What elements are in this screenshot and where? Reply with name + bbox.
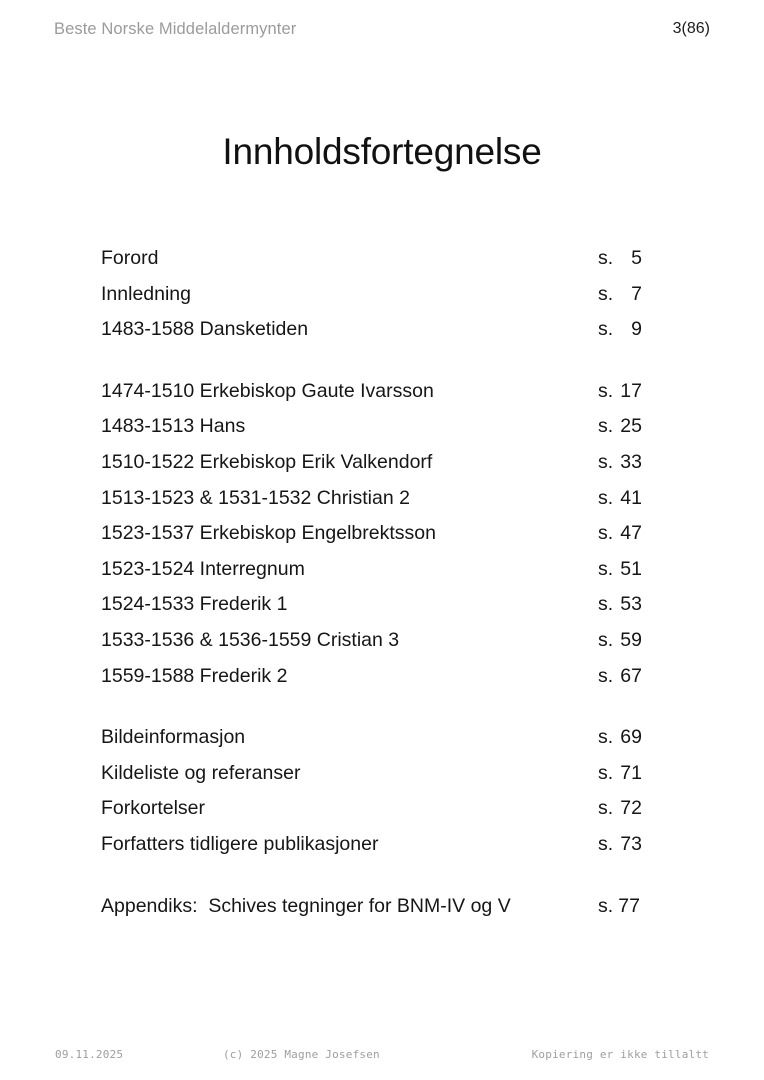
toc-entry-label: 1523-1524 Interregnum [101,557,305,580]
toc-entry-pageref: s. 53 [598,593,642,616]
toc-entry-page-prefix: s. [598,628,614,651]
page-header: Beste Norske Middelaldermynter 3(86) [54,16,710,42]
toc-entry[interactable]: 1559-1588 Frederik 2 s. 67 [101,665,642,701]
toc-entry-page-number: 51 [620,557,642,580]
toc-entry-pageref: s. 5 [598,247,642,270]
toc-entry[interactable]: Appendiks: Schives tegninger for BNM-IV … [101,895,642,931]
toc-entry-label: 1523-1537 Erkebiskop Engelbrektsson [101,522,436,545]
toc-entry-pageref: s. 69 [598,726,642,749]
toc-group-front-matter: Forord s. 5 Innledning s. 7 1483-1588 Dansketi… [101,247,642,354]
toc-entry[interactable]: 1474-1510 Erkebiskop Gaute Ivarsson s. 17 [101,380,642,416]
toc-entry-page-number: 5 [631,247,642,269]
toc-entry-page-number: 67 [620,664,642,687]
toc-entry-pageref: s. 41 [598,487,642,510]
toc-entry[interactable]: 1524-1533 Frederik 1 s. 53 [101,593,642,629]
toc-entry-pageref: s. 59 [598,629,642,652]
toc-entry-page-number: 73 [620,832,642,855]
toc-entry-pageref: s. 7 [598,283,642,306]
toc-entry-page-prefix: s. [598,318,614,341]
toc-entry-page-number: 17 [620,379,642,402]
toc-entry[interactable]: Forord s. 5 [101,247,642,283]
toc-entry-pageref: s. 17 [598,380,642,403]
toc-entry-page-prefix: s. [598,593,614,616]
toc-entry[interactable]: 1523-1524 Interregnum s. 51 [101,558,642,594]
table-of-contents: Forord s. 5 Innledning s. 7 1483-1588 Dansketi… [101,247,642,930]
toc-entry[interactable]: Innledning s. 7 [101,283,642,319]
toc-entry-label: 1533-1536 & 1536-1559 Cristian 3 [101,628,400,651]
toc-entry[interactable]: Kildeliste og referanser s. 71 [101,762,642,798]
toc-entry-page-prefix: s. [598,797,614,820]
toc-entry-page-prefix: s. [598,761,614,784]
toc-entry-page-number: 69 [620,726,642,749]
header-page-indicator: 3(86) [672,20,710,37]
page-title: Innholdsfortegnelse [222,131,542,172]
toc-entry-page-number: 9 [631,318,642,341]
toc-entry-page-number: 59 [620,628,642,651]
toc-entry-label: 1559-1588 Frederik 2 [101,664,288,687]
toc-entry-page-number: 33 [620,450,642,473]
toc-entry-label: 1483-1513 Hans [101,415,246,438]
toc-entry-label: 1513-1523 & 1531-1532 Christian 2 [101,486,410,509]
toc-entry[interactable]: 1510-1522 Erkebiskop Erik Valkendorf s. 33 [101,451,642,487]
toc-entry-label: Bildeinformasjon [101,726,246,749]
toc-entry-pageref: s. 33 [598,451,642,474]
toc-entry-page-prefix: s. [598,664,614,687]
toc-entry-page-prefix: s. [598,557,614,580]
toc-entry-label: 1474-1510 Erkebiskop Gaute Ivarsson [101,379,434,402]
toc-entry-page-number: 71 [620,761,642,784]
toc-entry-pageref: s. 25 [598,415,642,438]
toc-entry-pageref: s. 9 [598,318,642,341]
toc-entry-page-prefix: s. [598,894,614,917]
toc-entry-label: Forfatters tidligere publikasjoner [101,832,379,855]
toc-entry-page-number: 47 [620,522,642,545]
toc-group-appendix: Appendiks: Schives tegninger for BNM-IV … [101,895,642,931]
toc-entry[interactable]: Forkortelser s. 72 [101,797,642,833]
toc-group-regents: 1474-1510 Erkebiskop Gaute Ivarsson s. 17 1… [101,380,642,700]
toc-entry-label: Kildeliste og referanser [101,761,301,784]
toc-entry-pageref: s. 72 [598,797,642,820]
header-book-title: Beste Norske Middelaldermynter [54,19,297,38]
toc-entry-label: Forord [101,247,159,269]
toc-entry-label: Appendiks: Schives tegninger for BNM-IV … [101,894,511,917]
toc-entry-pageref: s. 47 [598,522,642,545]
toc-entry[interactable]: 1483-1513 Hans s. 25 [101,415,642,451]
footer-copy-notice: Kopiering er ikke tillaltt [531,1047,709,1061]
toc-entry-page-prefix: s. [598,379,614,402]
toc-entry-label: 1483-1588 Dansketiden [101,318,309,341]
toc-entry[interactable]: 1513-1523 & 1531-1532 Christian 2 s. 41 [101,487,642,523]
toc-entry-page-number: 25 [620,415,642,438]
toc-entry-pageref: s. 73 [598,833,642,856]
toc-entry[interactable]: Bildeinformasjon s. 69 [101,726,642,762]
toc-entry-label: 1524-1533 Frederik 1 [101,593,288,616]
toc-entry-page-prefix: s. [598,282,614,305]
toc-entry-label: 1510-1522 Erkebiskop Erik Valkendorf [101,450,433,473]
footer-copyright: (c) 2025 Magne Josefsen [222,1047,380,1061]
toc-entry-pageref: s. 51 [598,558,642,581]
toc-entry-page-number: 72 [620,797,642,820]
toc-entry-page-number: 41 [620,486,642,509]
toc-entry-page-prefix: s. [598,247,614,269]
toc-entry-page-prefix: s. [598,415,614,438]
footer-date: 09.11.2025 [55,1047,124,1061]
toc-entry-page-prefix: s. [598,832,614,855]
toc-entry-page-prefix: s. [598,522,614,545]
toc-entry-page-number: 53 [620,593,642,616]
toc-entry-page-number: 77 [618,894,640,917]
toc-group-back-matter: Bildeinformasjon s. 69 Kildeliste og refera… [101,726,642,868]
toc-entry-page-prefix: s. [598,726,614,749]
toc-entry-page-number: 7 [631,282,642,305]
toc-entry-page-prefix: s. [598,450,614,473]
toc-entry-pageref: s. 67 [598,665,642,688]
toc-entry[interactable]: 1483-1588 Dansketiden s. 9 [101,318,642,354]
toc-entry[interactable]: Forfatters tidligere publikasjoner s. 73 [101,833,642,869]
toc-entry-pageref: s. 71 [598,762,642,785]
toc-entry-label: Innledning [101,282,191,305]
toc-entry-page-prefix: s. [598,486,614,509]
toc-entry[interactable]: 1523-1537 Erkebiskop Engelbrektsson s. 47 [101,522,642,558]
toc-entry[interactable]: 1533-1536 & 1536-1559 Cristian 3 s. 59 [101,629,642,665]
toc-entry-pageref: s. 77 [598,895,640,918]
toc-entry-label: Forkortelser [101,797,206,820]
page-footer: 09.11.2025 (c) 2025 Magne Josefsen Kopie… [55,1043,709,1065]
